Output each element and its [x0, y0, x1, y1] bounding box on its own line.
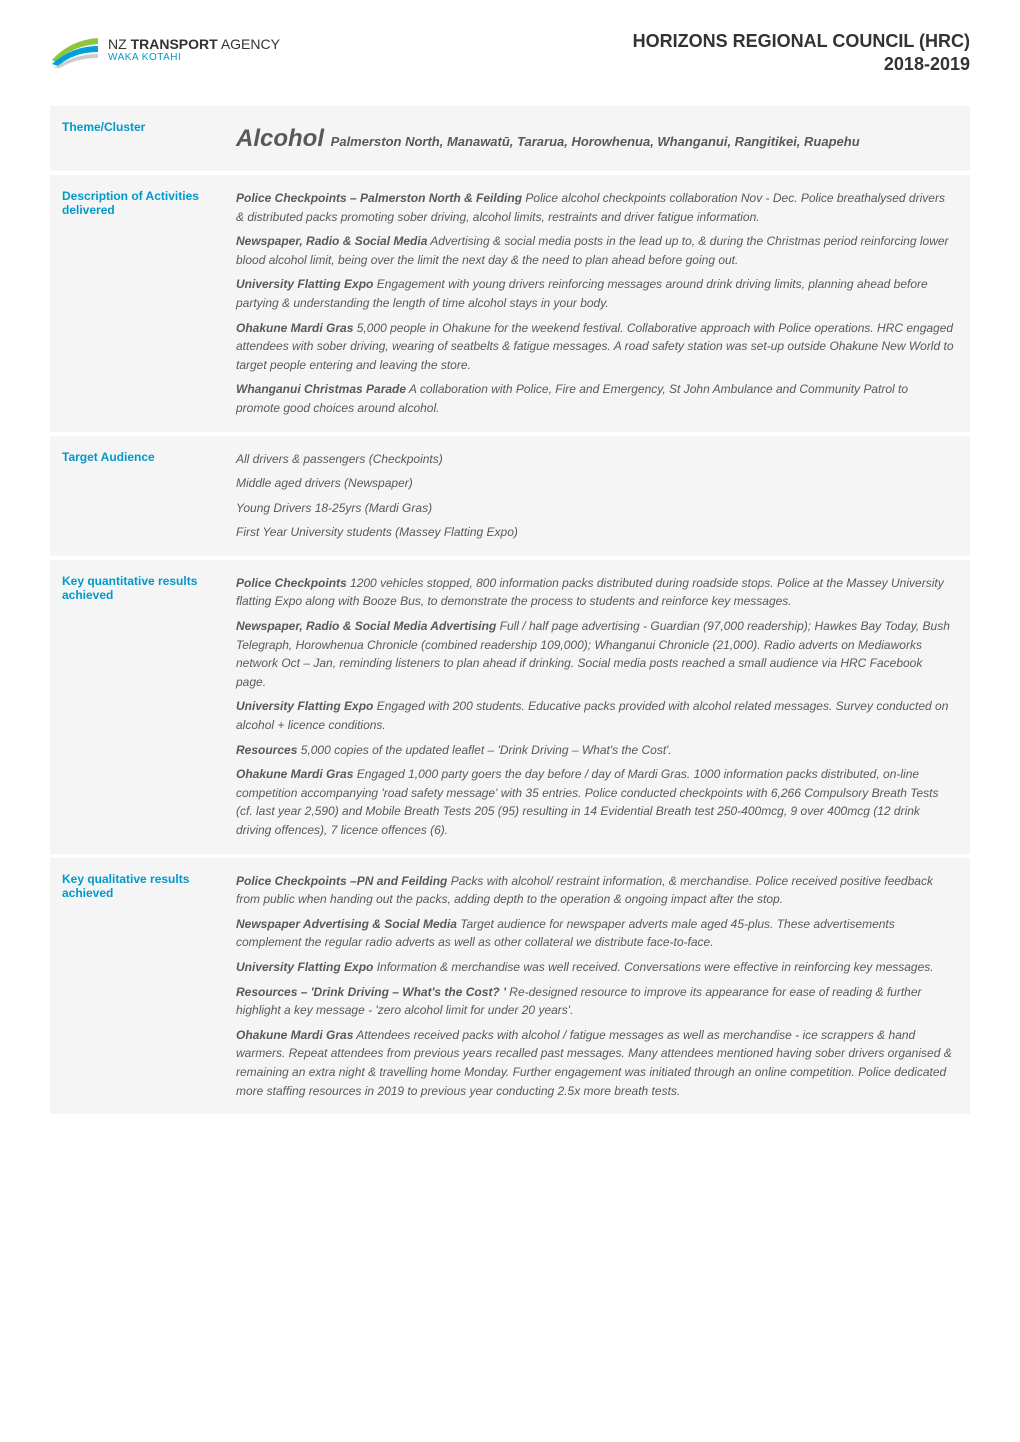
- content-paragraph: Newspaper, Radio & Social Media Advertis…: [236, 232, 954, 269]
- title-line-1: HORIZONS REGIONAL COUNCIL (HRC): [633, 30, 970, 53]
- logo-text: NZ TRANSPORT AGENCY WAKA KOTAHI: [108, 36, 280, 65]
- paragraph-lead: University Flatting Expo: [236, 699, 373, 713]
- paragraph-body: First Year University students (Massey F…: [236, 525, 518, 539]
- content-paragraph: University Flatting Expo Engaged with 20…: [236, 697, 954, 734]
- paragraph-body: All drivers & passengers (Checkpoints): [236, 452, 443, 466]
- paragraph-lead: Ohakune Mardi Gras: [236, 321, 353, 335]
- theme-subtitle: Palmerston North, Manawatū, Tararua, Hor…: [331, 134, 860, 149]
- content-paragraph: Ohakune Mardi Gras Engaged 1,000 party g…: [236, 765, 954, 839]
- row-content: Police Checkpoints 1200 vehicles stopped…: [220, 560, 970, 854]
- logo-agency-name: NZ TRANSPORT AGENCY: [108, 36, 280, 53]
- content-paragraph: First Year University students (Massey F…: [236, 523, 954, 542]
- row-label: Description of Activities delivered: [50, 175, 220, 432]
- paragraph-body: 5,000 copies of the updated leaflet – 'D…: [297, 743, 671, 757]
- content-paragraph: Young Drivers 18-25yrs (Mardi Gras): [236, 499, 954, 518]
- logo: NZ TRANSPORT AGENCY WAKA KOTAHI: [50, 30, 280, 70]
- paragraph-lead: Newspaper Advertising & Social Media: [236, 917, 457, 931]
- paragraph-lead: Ohakune Mardi Gras: [236, 767, 353, 781]
- logo-text-agency: AGENCY: [221, 36, 280, 52]
- page-header: NZ TRANSPORT AGENCY WAKA KOTAHI HORIZONS…: [50, 30, 970, 77]
- paragraph-body: Information & merchandise was well recei…: [373, 960, 933, 974]
- document-title: HORIZONS REGIONAL COUNCIL (HRC) 2018-201…: [633, 30, 970, 77]
- row-content: All drivers & passengers (Checkpoints) Mi…: [220, 436, 970, 556]
- table-row: Theme/ClusterAlcohol Palmerston North, M…: [50, 106, 970, 171]
- row-label: Theme/Cluster: [50, 106, 220, 171]
- table-row: Key qualitative results achieved Police C…: [50, 858, 970, 1115]
- row-label: Target Audience: [50, 436, 220, 556]
- table-row: Key quantitative results achieved Police …: [50, 560, 970, 854]
- title-line-2: 2018-2019: [633, 53, 970, 76]
- content-table: Theme/ClusterAlcohol Palmerston North, M…: [50, 102, 970, 1118]
- content-paragraph: All drivers & passengers (Checkpoints): [236, 450, 954, 469]
- paragraph-lead: Police Checkpoints –PN and Feilding: [236, 874, 447, 888]
- paragraph-lead: Resources: [236, 743, 297, 757]
- row-label: Key quantitative results achieved: [50, 560, 220, 854]
- logo-text-nz: NZ: [108, 36, 127, 52]
- paragraph-lead: University Flatting Expo: [236, 277, 373, 291]
- paragraph-lead: Newspaper, Radio & Social Media Advertis…: [236, 619, 496, 633]
- content-paragraph: Resources 5,000 copies of the updated le…: [236, 741, 954, 760]
- row-content: Police Checkpoints –PN and Feilding Pack…: [220, 858, 970, 1115]
- content-paragraph: Newspaper, Radio & Social Media Advertis…: [236, 617, 954, 691]
- paragraph-lead: Police Checkpoints – Palmerston North & …: [236, 191, 522, 205]
- content-paragraph: Whanganui Christmas Parade A collaborati…: [236, 380, 954, 417]
- paragraph-lead: Newspaper, Radio & Social Media: [236, 234, 427, 248]
- theme-title: Alcohol: [236, 125, 331, 152]
- content-paragraph: Police Checkpoints –PN and Feilding Pack…: [236, 872, 954, 909]
- content-paragraph: Middle aged drivers (Newspaper): [236, 474, 954, 493]
- content-paragraph: Police Checkpoints – Palmerston North & …: [236, 189, 954, 226]
- paragraph-body: Middle aged drivers (Newspaper): [236, 476, 413, 490]
- content-paragraph: University Flatting Expo Engagement with…: [236, 275, 954, 312]
- content-paragraph: Resources – 'Drink Driving – What's the …: [236, 983, 954, 1020]
- logo-maori-name: WAKA KOTAHI: [108, 52, 280, 64]
- paragraph-lead: University Flatting Expo: [236, 960, 373, 974]
- content-paragraph: Ohakune Mardi Gras Attendees received pa…: [236, 1026, 954, 1100]
- row-content: Alcohol Palmerston North, Manawatū, Tara…: [220, 106, 970, 171]
- row-content: Police Checkpoints – Palmerston North & …: [220, 175, 970, 432]
- content-paragraph: Ohakune Mardi Gras 5,000 people in Ohaku…: [236, 319, 954, 375]
- table-row: Description of Activities delivered Polic…: [50, 175, 970, 432]
- logo-text-transport: TRANSPORT: [131, 36, 218, 52]
- table-row: Target AudienceAll drivers & passengers …: [50, 436, 970, 556]
- row-label: Key qualitative results achieved: [50, 858, 220, 1115]
- content-paragraph: Police Checkpoints 1200 vehicles stopped…: [236, 574, 954, 611]
- content-paragraph: University Flatting Expo Information & m…: [236, 958, 954, 977]
- paragraph-lead: Resources – 'Drink Driving – What's the …: [236, 985, 506, 999]
- nzta-logo-icon: [50, 30, 100, 70]
- paragraph-lead: Ohakune Mardi Gras: [236, 1028, 353, 1042]
- content-paragraph: Newspaper Advertising & Social Media Tar…: [236, 915, 954, 952]
- paragraph-body: Young Drivers 18-25yrs (Mardi Gras): [236, 501, 432, 515]
- paragraph-lead: Whanganui Christmas Parade: [236, 382, 406, 396]
- paragraph-lead: Police Checkpoints: [236, 576, 347, 590]
